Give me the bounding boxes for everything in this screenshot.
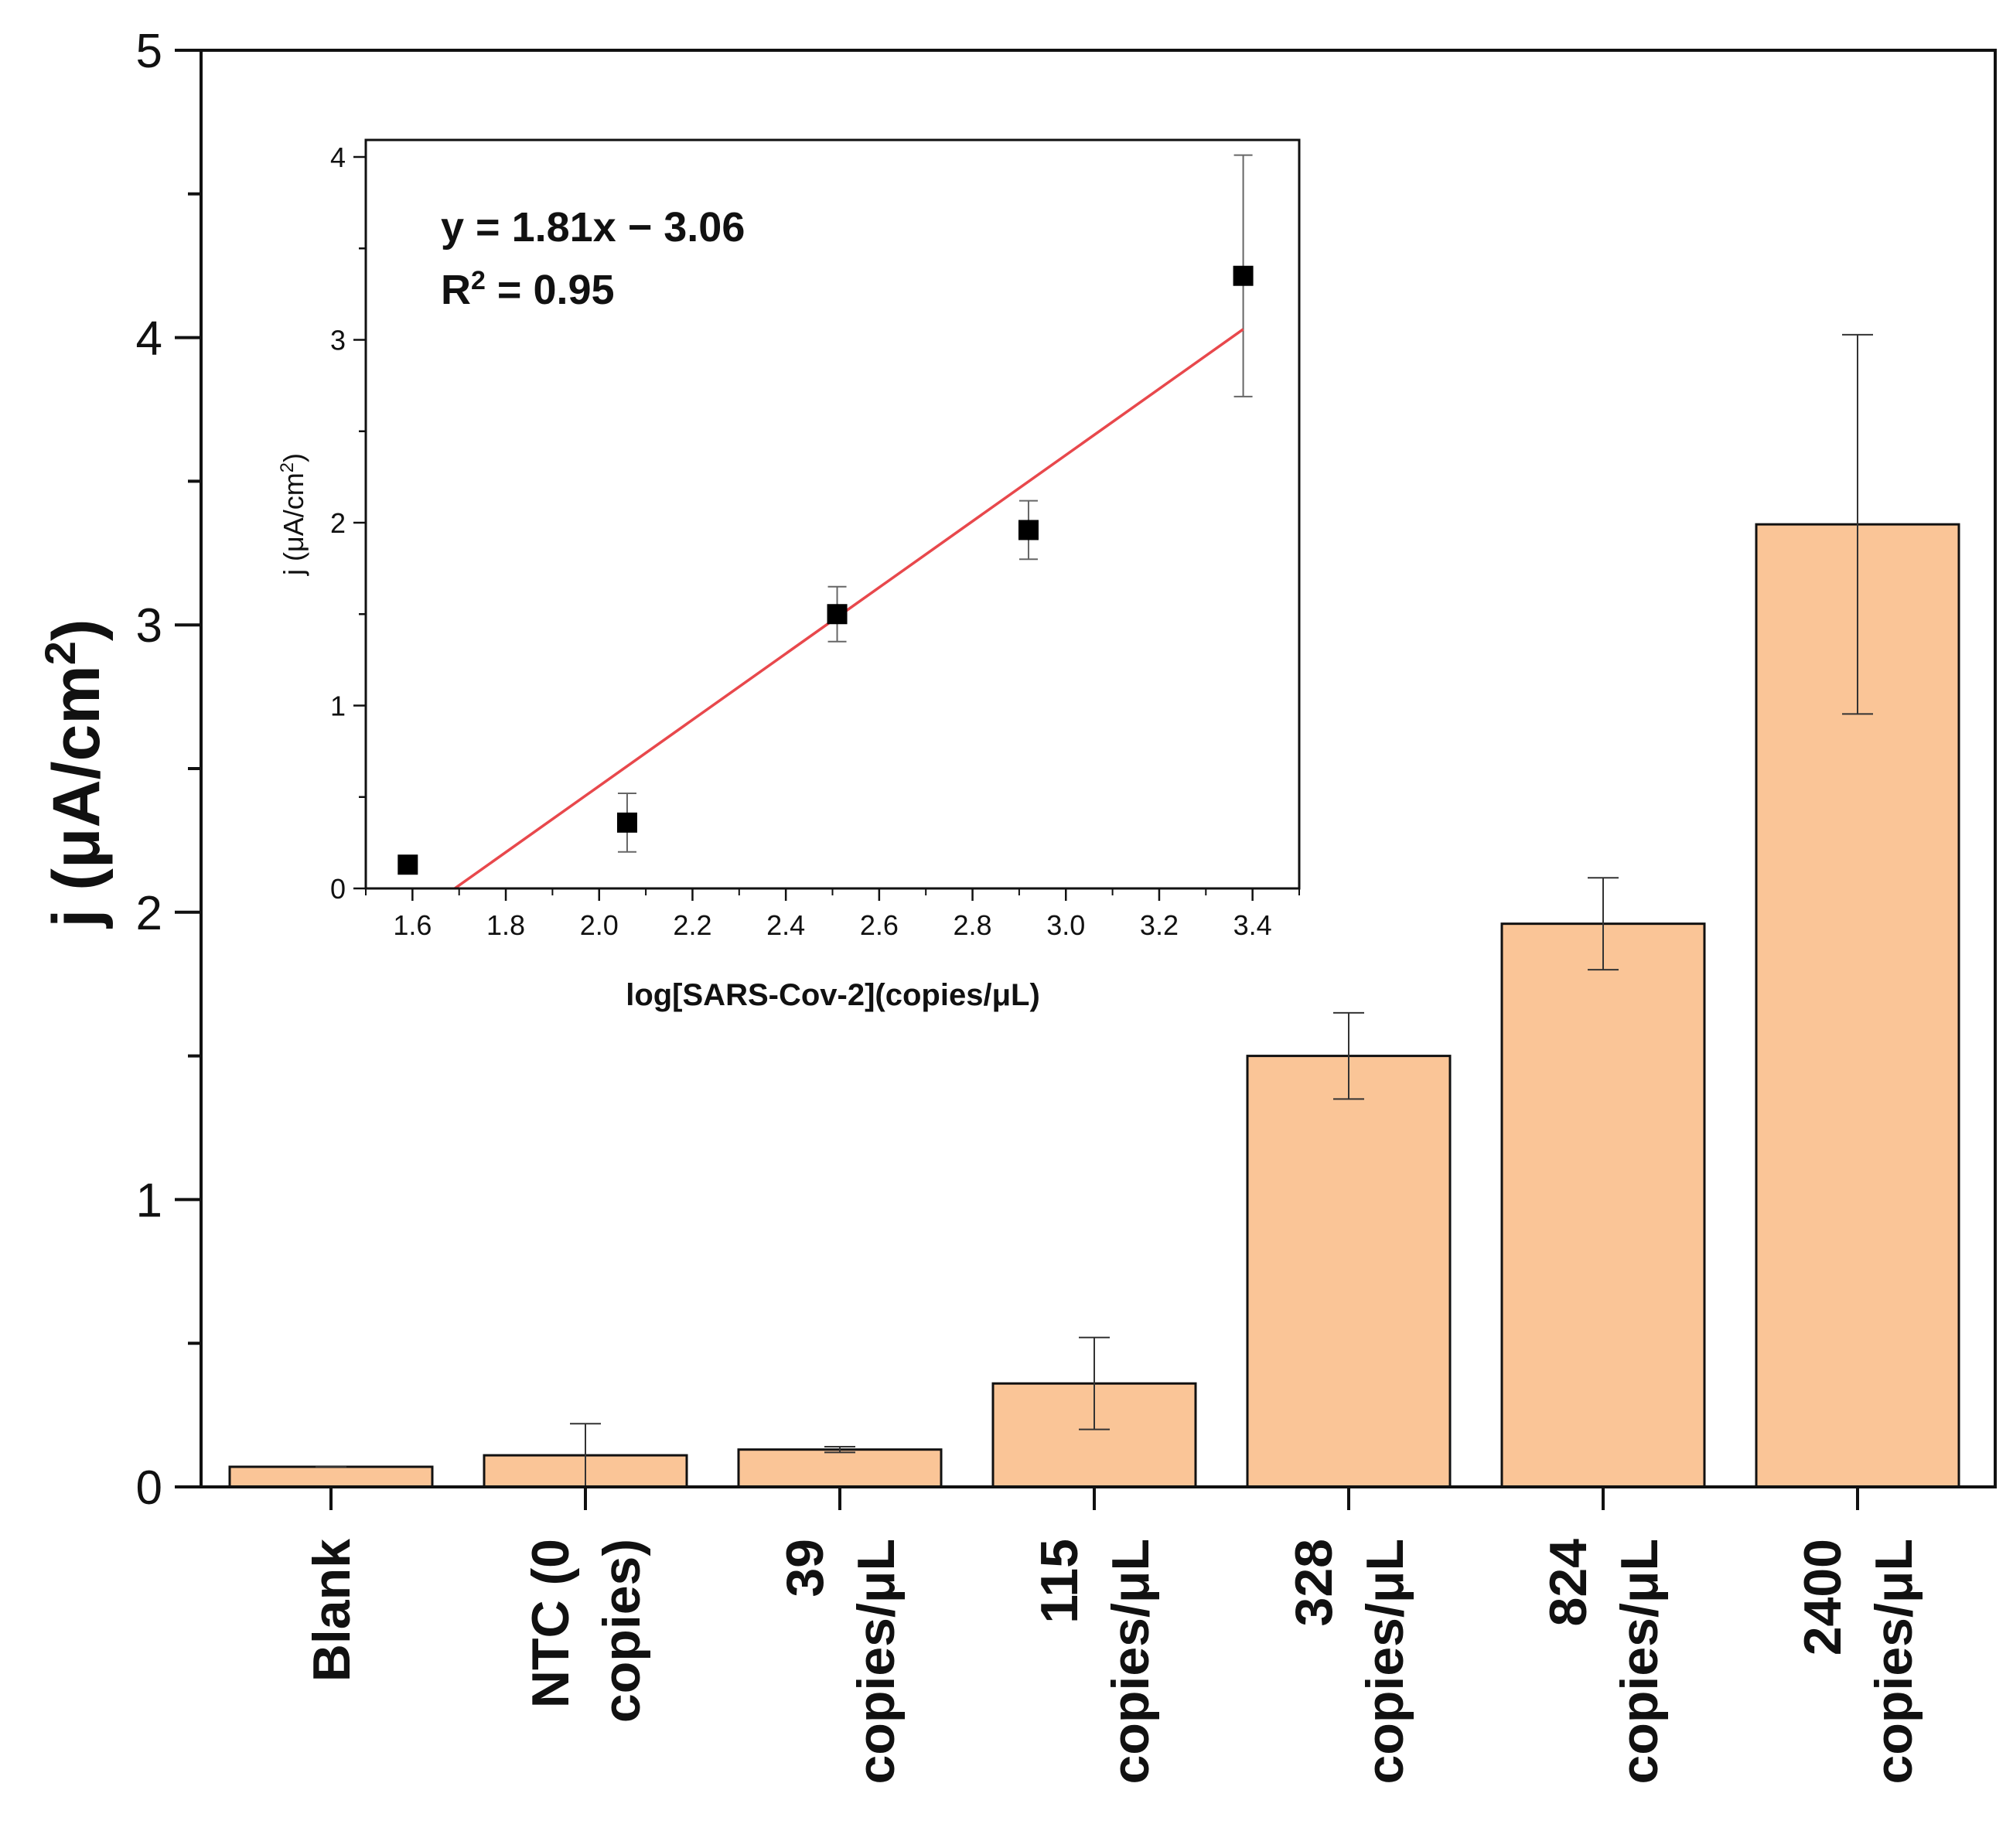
inset-fit-line: [453, 328, 1244, 890]
fit-r-squared: R2 = 0.95: [441, 266, 615, 313]
error-bar: [1842, 333, 1873, 715]
inset-y-tick-label: 1: [330, 690, 346, 722]
category-label: copies/μL: [847, 1539, 906, 1784]
error-bar: [1079, 1336, 1110, 1430]
bar: [991, 1382, 1197, 1488]
inset-x-tick-label: 2.2: [673, 909, 711, 941]
inset-x-tick-label: 2.6: [860, 909, 899, 941]
category-label: 328: [1285, 1539, 1343, 1626]
inset-y-axis-title-unit: μA/cm: [278, 472, 309, 552]
y-tick-label: 1: [136, 1174, 162, 1227]
category-label: Blank: [302, 1539, 361, 1682]
inset-x-tick-label: 2.4: [766, 909, 805, 941]
bar: [1246, 1055, 1452, 1488]
category-label: copies/μL: [1101, 1539, 1160, 1784]
category-label: copies/μL: [1356, 1539, 1414, 1784]
category-label: 2400: [1793, 1539, 1852, 1655]
inset-x-tick-label: 2.0: [580, 909, 619, 941]
y-tick-label: 0: [136, 1461, 162, 1515]
inset-y-tick-label: 2: [330, 507, 346, 539]
fit-r-squared-prefix: R: [441, 267, 471, 313]
category-label: NTC (0: [521, 1539, 580, 1708]
y-tick-label: 3: [136, 599, 162, 653]
y-tick-label: 5: [136, 25, 162, 78]
fit-r-squared-suffix: = 0.95: [486, 267, 615, 313]
scatter-point: [616, 812, 637, 833]
error-bar: [1588, 877, 1619, 971]
inset-x-tick-label: 1.8: [486, 909, 525, 941]
inset-y-axis-title-prefix: j (: [278, 552, 309, 576]
inset-x-tick-label: 3.4: [1233, 909, 1272, 941]
inset-x-tick-label: 3.0: [1046, 909, 1085, 941]
bar: [737, 1448, 943, 1488]
y-axis-title-suffix: ): [39, 619, 114, 641]
fit-r-squared-sup: 2: [471, 266, 486, 295]
category-label: copies): [592, 1539, 651, 1723]
category-label: copies/μL: [1610, 1539, 1669, 1784]
error-bar: [1333, 1011, 1364, 1100]
y-axis-title-unit: μA/cm: [39, 665, 114, 868]
inset-x-tick-label: 2.8: [954, 909, 992, 941]
inset-y-tick-label: 4: [330, 141, 346, 173]
inset-y-axis-title: j (μA/cm2): [277, 453, 310, 576]
bar: [1500, 922, 1706, 1488]
inset-x-tick-label: 3.2: [1140, 909, 1179, 941]
inset-background: [366, 140, 1299, 888]
y-axis-title-sup: 2: [36, 641, 84, 665]
inset-x-tick-label: 1.6: [393, 909, 432, 941]
y-tick-label: 4: [136, 312, 162, 366]
fit-equation: y = 1.81x − 3.06: [441, 204, 745, 251]
y-tick-label: 2: [136, 887, 162, 940]
inset-y-tick-label: 0: [330, 873, 346, 905]
error-bar: [824, 1445, 855, 1454]
y-axis-title-prefix: j (: [39, 868, 114, 929]
scatter-point: [1233, 265, 1254, 286]
inset-y-axis-title-suffix: ): [278, 453, 309, 462]
scatter-point: [827, 604, 848, 625]
category-label: 824: [1539, 1539, 1598, 1627]
inset-y-tick-label: 3: [330, 325, 346, 356]
bar: [228, 1465, 434, 1488]
inset-x-axis-title: log[SARS-Cov-2](copies/μL): [626, 978, 1040, 1012]
inset-plot: 0 1 2 3 4 1.6 1.8 2.0 2.2 2.4 2.6 2.8 3.0 3.2 3.4 log…: [277, 138, 1301, 1012]
y-axis-title: j (μA/cm2): [36, 619, 114, 929]
scatter-point: [397, 854, 418, 875]
scatter-point: [1018, 520, 1039, 540]
category-label: copies/μL: [1865, 1539, 1923, 1784]
category-label: 115: [1030, 1539, 1089, 1624]
inset-y-axis-title-sup: 2: [277, 462, 298, 472]
category-label: 39: [776, 1539, 834, 1597]
